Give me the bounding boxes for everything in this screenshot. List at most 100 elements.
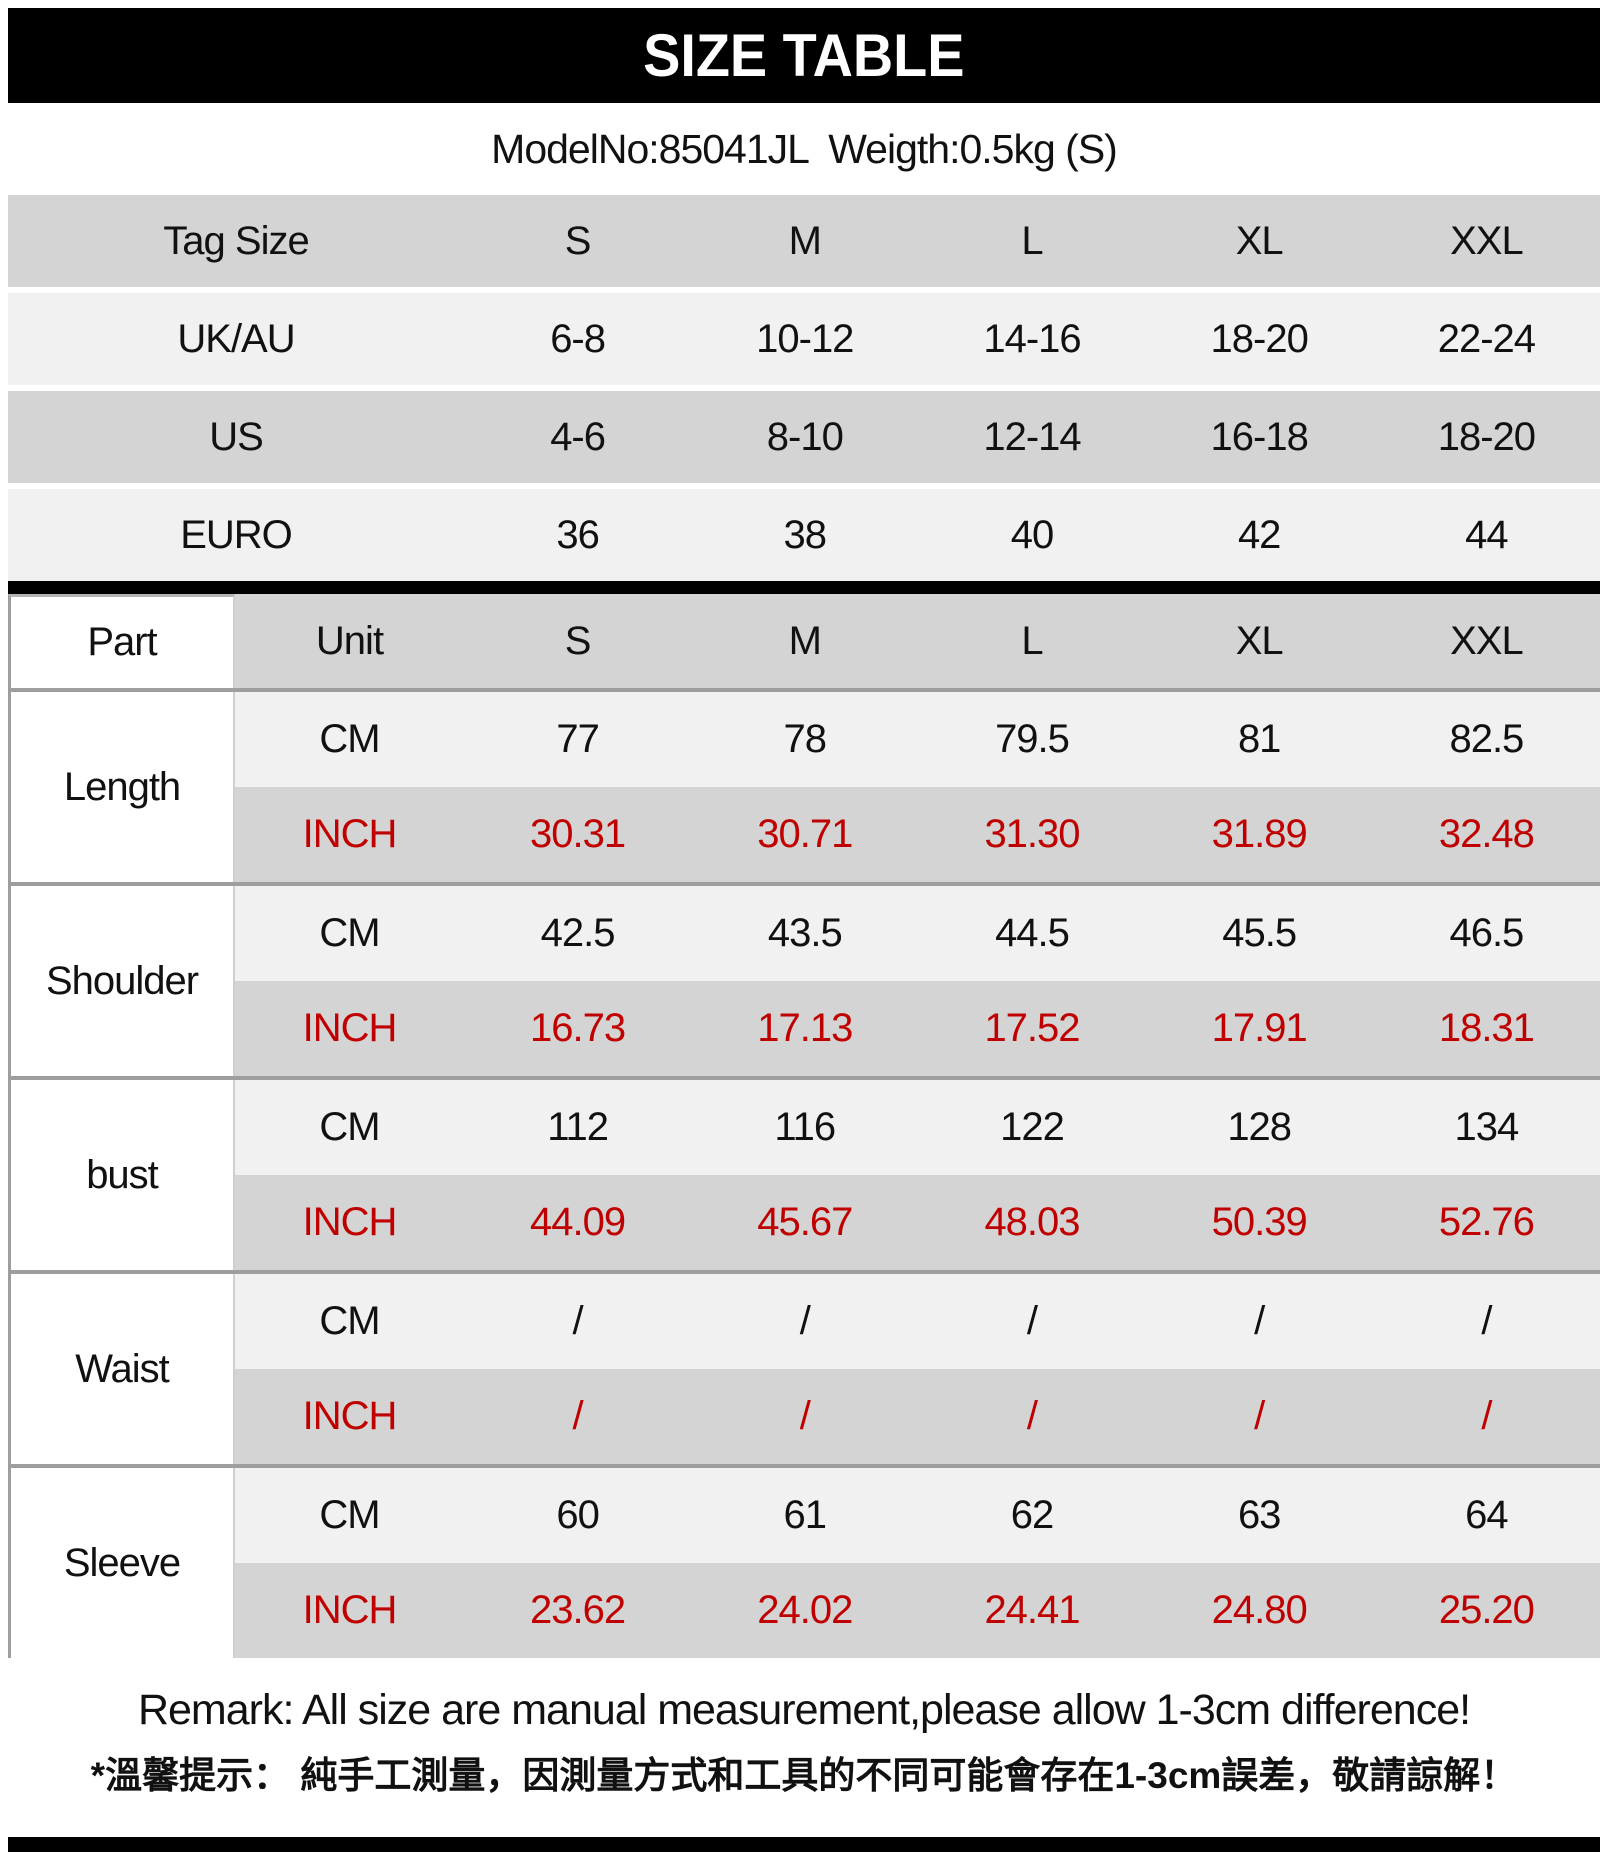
measurement-group-waist: Waist CM / / / / / INCH / / / / / bbox=[8, 1274, 1600, 1464]
conversion-cell: 22-24 bbox=[1437, 316, 1536, 361]
inch-value-cell: 50.39 bbox=[1145, 1175, 1373, 1270]
conversion-cell: 18-20 bbox=[1437, 414, 1536, 459]
title-bar: SIZE TABLE bbox=[8, 8, 1600, 103]
conversion-row-label: UK/AU bbox=[177, 316, 295, 361]
conversion-cell: 18-20 bbox=[1210, 316, 1309, 361]
inch-value-cell: 31.89 bbox=[1145, 787, 1373, 882]
cm-value-cell: 64 bbox=[1372, 1468, 1600, 1563]
inch-value-cell: 17.91 bbox=[1145, 981, 1373, 1076]
conversion-cell: 44 bbox=[1465, 512, 1509, 557]
unit-cm-label: CM bbox=[235, 1080, 464, 1175]
inch-value-cell: / bbox=[1372, 1369, 1600, 1464]
cm-value-cell: 79.5 bbox=[918, 692, 1146, 787]
inch-value-cell: 52.76 bbox=[1372, 1175, 1600, 1270]
unit-inch-label: INCH bbox=[235, 981, 464, 1076]
cm-value-cell: 134 bbox=[1372, 1080, 1600, 1175]
conversion-cell: M bbox=[788, 218, 822, 263]
unit-cm-label: CM bbox=[235, 886, 464, 981]
inch-value-cell: 23.62 bbox=[464, 1563, 692, 1658]
cm-value-cell: 128 bbox=[1145, 1080, 1373, 1175]
cm-value-cell: 81 bbox=[1145, 692, 1373, 787]
measurement-header-row: Part Unit S M L XL XXL bbox=[8, 594, 1600, 688]
part-label: Length bbox=[8, 692, 235, 882]
inch-value-cell: 48.03 bbox=[918, 1175, 1146, 1270]
unit-cm-label: CM bbox=[235, 1468, 464, 1563]
inch-value-cell: / bbox=[464, 1369, 692, 1464]
inch-value-cell: 30.31 bbox=[464, 787, 692, 882]
cm-value-cell: 60 bbox=[464, 1468, 692, 1563]
conversion-cell: S bbox=[564, 218, 592, 263]
part-label: bust bbox=[8, 1080, 235, 1270]
conversion-cell: 14-16 bbox=[983, 316, 1081, 361]
cm-value-cell: 44.5 bbox=[918, 886, 1146, 981]
measurement-table: Part Unit S M L XL XXL Length CM 77 78 7… bbox=[8, 594, 1600, 1658]
header-size-cell: M bbox=[691, 594, 919, 688]
inch-value-cell: 16.73 bbox=[464, 981, 692, 1076]
cm-value-cell: / bbox=[464, 1274, 692, 1369]
conversion-row-label: Tag Size bbox=[163, 218, 309, 263]
conversion-cell: 16-18 bbox=[1210, 414, 1309, 459]
cm-value-cell: 63 bbox=[1145, 1468, 1373, 1563]
cm-value-cell: / bbox=[691, 1274, 919, 1369]
inch-value-cell: 32.48 bbox=[1372, 787, 1600, 882]
conversion-cell: 10-12 bbox=[756, 316, 854, 361]
conversion-row-uk-au: UK/AU 6-8 10-12 14-16 18-20 22-24 bbox=[8, 293, 1600, 385]
inch-value-cell: 17.52 bbox=[918, 981, 1146, 1076]
conversion-cell: 8-10 bbox=[766, 414, 844, 459]
row-divider-line bbox=[8, 1464, 1600, 1468]
conversion-cell: 6-8 bbox=[550, 316, 606, 361]
cm-value-cell: / bbox=[1145, 1274, 1373, 1369]
conversion-cell: 4-6 bbox=[550, 414, 606, 459]
header-unit-cell: Unit bbox=[235, 594, 464, 688]
conversion-row-euro: EURO 36 38 40 42 44 bbox=[8, 489, 1600, 581]
cm-value-cell: 62 bbox=[918, 1468, 1146, 1563]
unit-inch-label: INCH bbox=[235, 1563, 464, 1658]
conversion-cell: 42 bbox=[1237, 512, 1282, 557]
cm-value-cell: 116 bbox=[691, 1080, 919, 1175]
row-divider-line bbox=[8, 1076, 1600, 1080]
unit-inch-label: INCH bbox=[235, 1175, 464, 1270]
conversion-cell: L bbox=[1021, 218, 1043, 263]
cm-value-cell: 112 bbox=[464, 1080, 692, 1175]
inch-value-cell: / bbox=[918, 1369, 1146, 1464]
conversion-cell: 40 bbox=[1010, 512, 1055, 557]
inch-value-cell: 44.09 bbox=[464, 1175, 692, 1270]
measurement-group-length: Length CM 77 78 79.5 81 82.5 INCH 30.31 … bbox=[8, 692, 1600, 882]
cm-value-cell: 78 bbox=[691, 692, 919, 787]
part-label: Sleeve bbox=[8, 1468, 235, 1658]
cm-value-cell: 82.5 bbox=[1372, 692, 1600, 787]
inch-value-cell: 24.80 bbox=[1145, 1563, 1373, 1658]
inch-value-cell: 17.13 bbox=[691, 981, 919, 1076]
conversion-cell: 12-14 bbox=[983, 414, 1081, 459]
inch-value-cell: 45.67 bbox=[691, 1175, 919, 1270]
size-conversion-table: Tag Size S M L XL XXL UK/AU 6-8 10-12 14… bbox=[8, 195, 1600, 581]
conversion-cell: 36 bbox=[556, 512, 600, 557]
cm-value-cell: 77 bbox=[464, 692, 692, 787]
remark-english: Remark: All size are manual measurement,… bbox=[137, 1686, 1471, 1734]
header-part-cell: Part bbox=[8, 594, 235, 688]
conversion-cell: 38 bbox=[783, 512, 828, 557]
header-size-cell: S bbox=[464, 594, 692, 688]
model-info: ModelNo:85041JL Weigth:0.5kg (S) bbox=[491, 125, 1118, 172]
part-label: Waist bbox=[8, 1274, 235, 1464]
cm-value-cell: 45.5 bbox=[1145, 886, 1373, 981]
unit-inch-label: INCH bbox=[235, 787, 464, 882]
inch-value-cell: 18.31 bbox=[1372, 981, 1600, 1076]
inch-value-cell: 31.30 bbox=[918, 787, 1146, 882]
row-divider-line bbox=[8, 1270, 1600, 1274]
remark-chinese: *溫馨提示： 純手工測量，因測量方式和工具的不同可能會存在1-3cm誤差，敬請諒… bbox=[90, 1755, 1518, 1796]
header-size-cell: XL bbox=[1145, 594, 1373, 688]
header-size-cell: XXL bbox=[1372, 594, 1600, 688]
page-title: SIZE TABLE bbox=[643, 22, 965, 89]
conversion-row-label: EURO bbox=[180, 512, 293, 557]
conversion-row-tag-size: Tag Size S M L XL XXL bbox=[8, 195, 1600, 287]
unit-inch-label: INCH bbox=[235, 1369, 464, 1464]
inch-value-cell: 25.20 bbox=[1372, 1563, 1600, 1658]
size-chart-page: SIZE TABLE ModelNo:85041JL Weigth:0.5kg … bbox=[8, 8, 1600, 1796]
inch-value-cell: 24.41 bbox=[918, 1563, 1146, 1658]
inch-value-cell: 30.71 bbox=[691, 787, 919, 882]
unit-cm-label: CM bbox=[235, 1274, 464, 1369]
part-label: Shoulder bbox=[8, 886, 235, 1076]
measurement-group-shoulder: Shoulder CM 42.5 43.5 44.5 45.5 46.5 INC… bbox=[8, 886, 1600, 1076]
section-divider-bar bbox=[8, 581, 1600, 594]
